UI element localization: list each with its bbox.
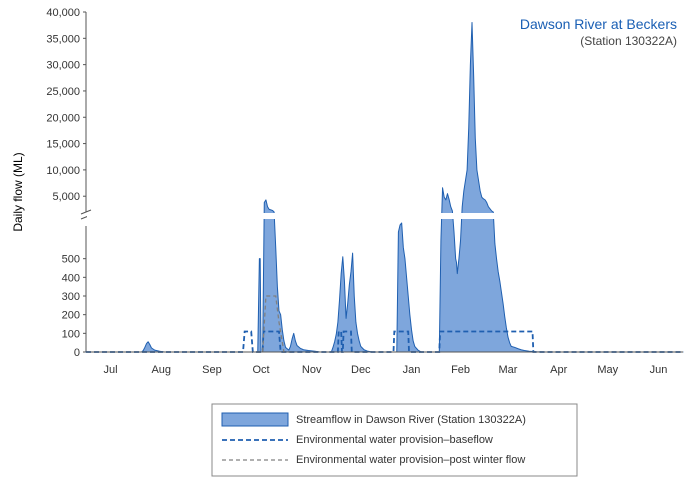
y-axis-title: Daily flow (ML)	[11, 152, 25, 231]
y-tick-label-upper-5: 30,000	[46, 60, 80, 72]
x-tick-label-may: May	[597, 364, 618, 376]
streamflow-area	[85, 22, 684, 353]
baseflow-line	[86, 330, 683, 353]
y-tick-label-lower-3: 300	[62, 291, 80, 303]
chart-subtitle: (Station 130322A)	[580, 34, 677, 48]
y-tick-label-lower-4: 400	[62, 272, 80, 284]
y-tick-label-lower-2: 200	[62, 310, 80, 322]
y-tick-label-upper-6: 35,000	[46, 33, 80, 45]
x-tick-label-dec: Dec	[351, 364, 371, 376]
x-tick-label-mar: Mar	[499, 364, 518, 376]
y-tick-label-lower-0: 0	[74, 347, 80, 359]
legend-label-baseflow: Environmental water provision–baseflow	[296, 434, 493, 446]
x-tick-label-apr: Apr	[550, 364, 567, 376]
x-tick-label-aug: Aug	[151, 364, 171, 376]
axis-break-band	[87, 213, 684, 219]
y-tick-label-lower-5: 500	[62, 254, 80, 266]
x-tick-label-jan: Jan	[403, 364, 421, 376]
y-tick-label-upper-1: 10,000	[46, 165, 80, 177]
x-tick-label-jul: Jul	[104, 364, 118, 376]
axis-break-mark-1	[80, 209, 92, 215]
chart-title: Dawson River at Beckers	[520, 16, 677, 32]
x-tick-label-feb: Feb	[451, 364, 470, 376]
x-tick-label-oct: Oct	[252, 364, 269, 376]
legend-label-post-winter: Environmental water provision–post winte…	[296, 454, 525, 466]
legend-label-streamflow: Streamflow in Dawson River (Station 1303…	[296, 414, 526, 426]
y-tick-label-upper-7: 40,000	[46, 7, 80, 19]
x-tick-label-nov: Nov	[302, 364, 322, 376]
legend-swatch-streamflow	[221, 412, 289, 427]
x-tick-label-sep: Sep	[202, 364, 222, 376]
y-tick-label-lower-1: 100	[62, 328, 80, 340]
y-tick-label-upper-2: 15,000	[46, 139, 80, 151]
y-tick-label-upper-3: 20,000	[46, 112, 80, 124]
y-tick-label-upper-0: 5,000	[52, 191, 80, 203]
x-tick-label-jun: Jun	[650, 364, 668, 376]
y-tick-label-upper-4: 25,000	[46, 86, 80, 98]
